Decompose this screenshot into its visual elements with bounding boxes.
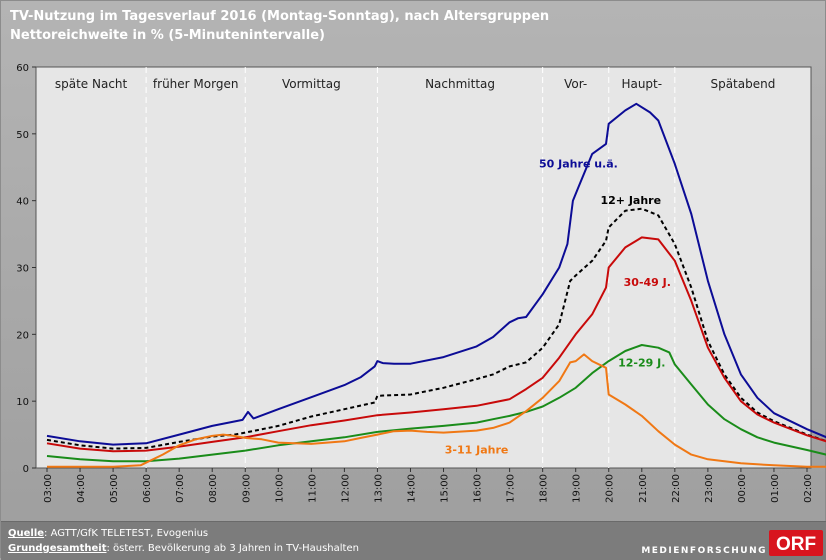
x-tick-label: 01:00 [770, 474, 781, 503]
daypart-label: früher Morgen [153, 77, 239, 91]
x-tick-label: 04:00 [76, 474, 87, 503]
brand-text: MEDIENFORSCHUNG [641, 546, 767, 556]
daypart-label: späte Nacht [55, 77, 128, 91]
x-tick-label: 12:00 [340, 474, 351, 503]
line-chart: späte Nacht früher Morgen Vormittag Nachmit… [16, 63, 826, 503]
title-line-1: TV-Nutzung im Tagesverlauf 2016 (Montag-… [10, 9, 550, 24]
series-label: 30-49 J. [624, 276, 671, 289]
orf-logo: ORF [769, 530, 823, 556]
daypart-label: Spätabend [710, 77, 775, 91]
base-line: Grundgesamtheit: österr. Bevölkerung ab … [8, 543, 359, 554]
daypart-label: Vormittag [282, 77, 341, 91]
y-axis: 0 10 20 30 40 50 60 [16, 63, 36, 475]
daypart-label: Vor- [564, 77, 587, 91]
x-tick-label: 15:00 [440, 474, 451, 503]
series-label: 12+ Jahre [600, 194, 661, 207]
x-tick-label: 18:00 [539, 474, 550, 503]
x-tick-label: 10:00 [274, 474, 285, 503]
x-tick-label: 00:00 [737, 474, 748, 503]
series-line [47, 353, 826, 468]
x-tick-label: 02:00 [803, 474, 814, 503]
daypart-labels: späte Nacht früher Morgen Vormittag Nachmit… [55, 77, 775, 91]
series-lines [46, 102, 826, 468]
series-labels: 50 Jahre u.ä. 12+ Jahre 30-49 J. 12-29 J. 3-… [445, 157, 671, 456]
series-line [46, 102, 826, 446]
x-tick-label: 09:00 [241, 474, 252, 503]
y-tick-label: 30 [16, 264, 29, 275]
series-line [46, 207, 826, 450]
y-tick-label: 0 [23, 464, 29, 475]
base-label: Grundgesamtheit [8, 543, 107, 554]
series-label: 50 Jahre u.ä. [539, 157, 618, 170]
x-tick-label: 23:00 [704, 474, 715, 503]
x-tick-label: 11:00 [307, 474, 318, 503]
x-tick-label: 05:00 [109, 474, 120, 503]
x-tick-label: 20:00 [605, 474, 616, 503]
series-label: 12-29 J. [618, 356, 665, 369]
y-tick-label: 40 [16, 197, 29, 208]
series-line [46, 236, 826, 453]
source-text: : AGTT/GfK TELETEST, Evogenius [44, 528, 209, 539]
x-tick-label: 07:00 [175, 474, 186, 503]
series-line [46, 344, 826, 463]
x-tick-label: 22:00 [671, 474, 682, 503]
footer: Quelle: AGTT/GfK TELETEST, Evogenius Gru… [1, 521, 826, 560]
x-tick-label: 03:00 [43, 474, 54, 503]
y-tick-label: 60 [16, 63, 29, 74]
x-tick-label: 08:00 [208, 474, 219, 503]
title-line-2: Nettoreichweite in % (5-Minutenintervall… [10, 28, 325, 43]
daypart-label: Nachmittag [425, 77, 495, 91]
x-tick-label: 19:00 [572, 474, 583, 503]
source-label: Quelle [8, 528, 45, 539]
source-line: Quelle: AGTT/GfK TELETEST, Evogenius [8, 528, 208, 539]
x-tick-label: 16:00 [473, 474, 484, 503]
x-axis: 03:00 04:00 05:00 06:00 07:00 08:00 09:00 10:00… [43, 468, 814, 503]
series-label: 3-11 Jahre [445, 443, 509, 456]
plot-area [35, 66, 812, 469]
x-tick-label: 06:00 [142, 474, 153, 503]
y-tick-label: 20 [16, 330, 29, 341]
x-tick-label: 17:00 [506, 474, 517, 503]
x-tick-label: 21:00 [638, 474, 649, 503]
chart-title: TV-Nutzung im Tagesverlauf 2016 (Montag-… [10, 7, 549, 45]
x-tick-label: 14:00 [406, 474, 417, 503]
y-tick-label: 50 [16, 130, 29, 141]
x-tick-label: 13:00 [373, 474, 384, 503]
y-tick-label: 10 [16, 397, 29, 408]
base-text: : österr. Bevölkerung ab 3 Jahren in TV-… [106, 543, 359, 554]
daypart-label: Haupt- [621, 77, 662, 91]
orf-logo-box [769, 530, 823, 556]
orf-logo-text: ORF [776, 534, 816, 555]
